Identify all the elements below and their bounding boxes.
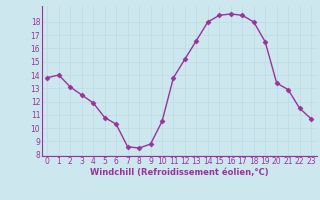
X-axis label: Windchill (Refroidissement éolien,°C): Windchill (Refroidissement éolien,°C) [90,168,268,177]
